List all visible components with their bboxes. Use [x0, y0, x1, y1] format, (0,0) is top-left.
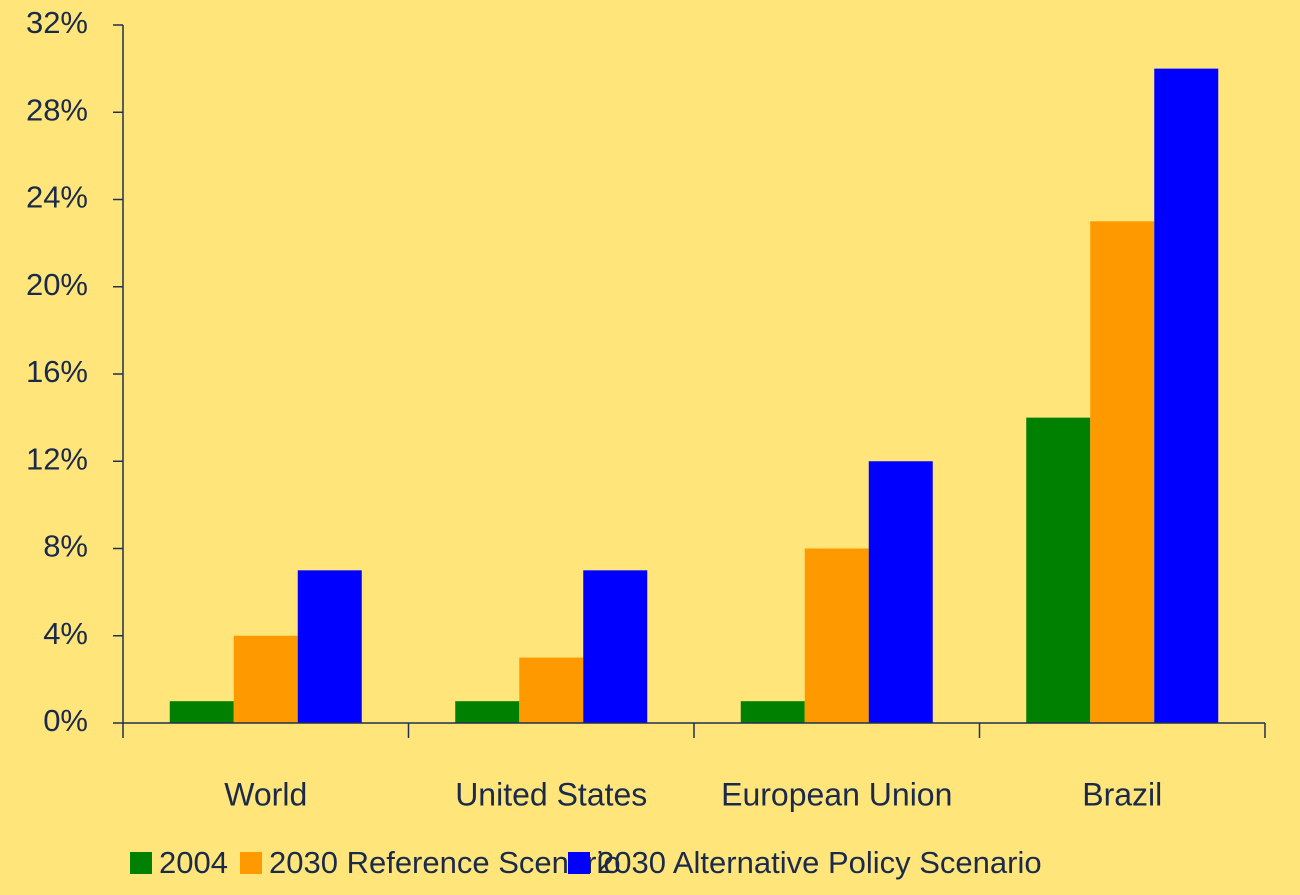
bar [297, 570, 362, 723]
bar [233, 635, 298, 723]
bar [519, 657, 584, 723]
bar [169, 701, 234, 723]
legend-label: 2030 Alternative Policy Scenario [597, 845, 1042, 880]
y-tick-label: 28% [26, 92, 88, 127]
y-tick-label: 20% [26, 267, 88, 302]
bar [1090, 221, 1155, 723]
y-tick-label: 32% [26, 5, 88, 40]
x-tick-label: United States [455, 776, 647, 812]
legend-swatch [240, 852, 262, 874]
y-tick-label: 12% [26, 441, 88, 476]
bar [740, 701, 805, 723]
bar [868, 461, 933, 723]
y-tick-label: 8% [43, 529, 88, 564]
legend-label: 2004 [159, 845, 228, 880]
bar [804, 548, 869, 723]
y-tick-label: 16% [26, 354, 88, 389]
bar [1026, 417, 1091, 723]
legend-swatch [568, 852, 590, 874]
bar [1154, 68, 1219, 723]
y-tick-label: 0% [43, 703, 88, 738]
x-tick-label: World [224, 776, 307, 812]
bar [455, 701, 520, 723]
x-tick-label: European Union [721, 776, 952, 812]
bar [583, 570, 648, 723]
legend-swatch [130, 852, 152, 874]
y-tick-label: 24% [26, 180, 88, 215]
x-tick-label: Brazil [1082, 776, 1162, 812]
legend-label: 2030 Reference Scenario [269, 845, 621, 880]
y-tick-label: 4% [43, 616, 88, 651]
